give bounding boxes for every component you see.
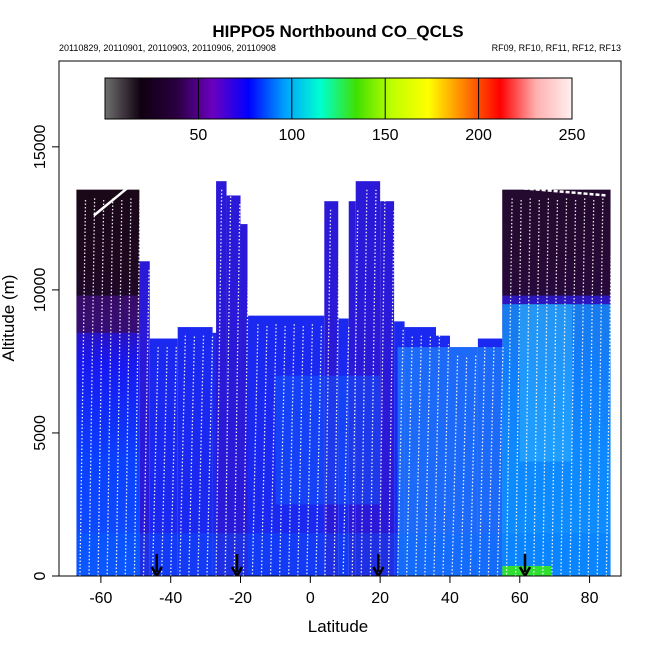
x-tick-label: 60 — [511, 590, 529, 607]
y-tick-label: 15000 — [32, 124, 49, 169]
upper-stratosphere-shade — [76, 189, 140, 296]
flight-profile-track — [415, 335, 422, 576]
y-tick-label: 10000 — [32, 268, 49, 313]
y-tick-label: 0 — [32, 571, 49, 580]
cruise-track — [93, 183, 134, 217]
arrow-marker-head — [518, 566, 532, 576]
plot-area — [76, 181, 613, 576]
profile-column — [226, 195, 241, 576]
profile-column — [139, 261, 150, 576]
x-axis: -60 -40 -20 0 20 40 60 80 — [89, 576, 599, 607]
flight-profile-track — [206, 335, 214, 576]
arrow-marker-head — [372, 566, 385, 576]
x-tick-label: -20 — [229, 590, 252, 607]
flight-profile-track — [215, 189, 223, 576]
co-field — [76, 181, 611, 576]
profile-column — [380, 201, 395, 576]
colorbar-tick-label: 250 — [559, 127, 586, 144]
flight-profile-track — [179, 335, 187, 576]
flight-profile-track — [406, 335, 413, 576]
x-tick-label: 20 — [371, 590, 389, 607]
profile-column — [216, 181, 227, 576]
profile-column — [177, 327, 213, 576]
arrow-marker-head — [150, 566, 163, 576]
colorbar-tick-label: 150 — [372, 127, 399, 144]
colorbar-tick-label: 100 — [278, 127, 305, 144]
plot-frame — [58, 60, 622, 577]
flight-profile-track — [333, 209, 341, 576]
colorbar-tick-label: 200 — [465, 127, 492, 144]
chart-title: HIPPO5 Northbound CO_QCLS — [212, 22, 463, 41]
profile-column — [348, 201, 356, 576]
flight-profiles — [79, 183, 613, 576]
chart-subtitle-flights: RF09, RF10, RF11, RF12, RF13 — [492, 43, 621, 53]
flight-profile-track — [224, 189, 232, 576]
flight-profile-track — [396, 329, 404, 576]
flight-profile-track — [242, 232, 250, 576]
flight-profile-track — [424, 335, 432, 576]
x-axis-label: Latitude — [308, 617, 369, 636]
flight-profile-track — [188, 335, 196, 576]
colorbar: 50 100 150 200 250 — [104, 77, 586, 144]
profile-column — [149, 338, 178, 576]
arrow-marker-head — [230, 566, 244, 576]
arrow-markers — [150, 554, 532, 576]
flight-profile-track — [351, 209, 359, 576]
flight-profile-track — [324, 209, 332, 576]
flight-profile-track — [369, 189, 377, 576]
x-tick-label: 0 — [306, 590, 315, 607]
flight-profile-track — [442, 344, 450, 576]
profile-column — [324, 201, 339, 576]
flight-profile-track — [342, 327, 350, 576]
flight-profile-track — [387, 209, 395, 576]
flight-profile-track — [233, 204, 241, 576]
flight-profile-track — [378, 189, 386, 576]
north-field-shade — [519, 304, 573, 462]
mid-field-shade — [397, 347, 503, 576]
mid-field-shade — [275, 375, 381, 505]
profile-column — [338, 318, 349, 576]
colorbar-gradient — [104, 77, 573, 120]
x-tick-label: 80 — [581, 590, 599, 607]
profile-column — [240, 224, 248, 576]
y-tick-label: 5000 — [32, 415, 49, 451]
y-axis: 0 5000 10000 15000 — [32, 124, 59, 580]
profile-column — [355, 181, 381, 576]
flight-profile-track — [197, 335, 205, 576]
x-tick-label: -60 — [89, 590, 112, 607]
colorbar-ticks: 50 100 150 200 250 — [190, 78, 586, 144]
x-tick-label: 40 — [441, 590, 459, 607]
y-axis-label: Altitude (m) — [0, 275, 18, 362]
flight-profile-track — [360, 189, 368, 576]
chart-subtitle-dates: 20110829, 20110901, 20110903, 20110906, … — [59, 43, 276, 53]
x-tick-label: -40 — [159, 590, 182, 607]
flight-profile-track — [433, 335, 441, 576]
colorbar-tick-label: 50 — [190, 127, 208, 144]
cruise-track — [505, 185, 608, 197]
north-field-shade — [502, 304, 611, 576]
profile-column — [247, 315, 325, 576]
